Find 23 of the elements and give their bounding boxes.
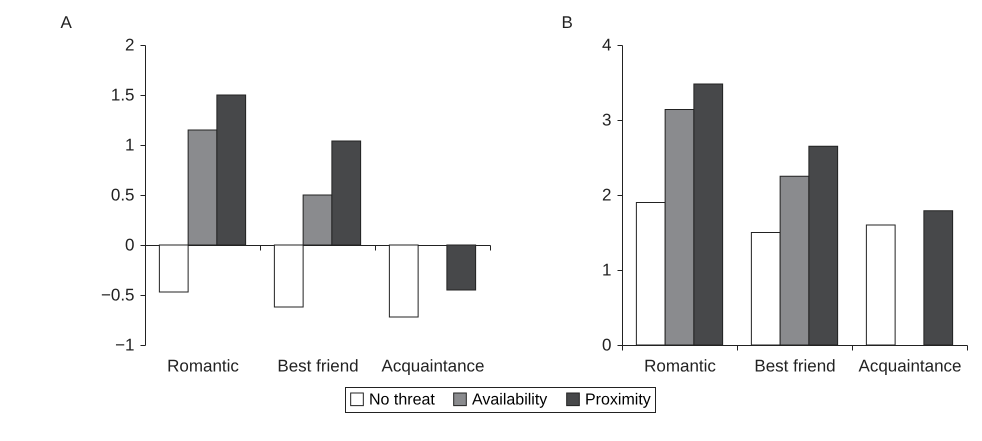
x-tick-label: Romantic [644, 356, 716, 376]
y-tick-label: 4 [602, 36, 612, 54]
y-tick-label: 1 [125, 136, 134, 154]
x-tick-label: Romantic [167, 356, 240, 376]
x-tick-label: Acquaintance [858, 356, 962, 376]
y-tick-label: 2 [125, 36, 134, 54]
y-tick-label: 0 [602, 336, 612, 354]
y-tick-label: −0.5 [100, 286, 134, 304]
x-tick-label: Acquaintance [381, 356, 485, 376]
legend-label: No threat [369, 391, 436, 408]
legend-label: Proximity [585, 391, 651, 408]
y-tick-label: 2 [602, 186, 612, 204]
y-tick-label: 0.5 [110, 186, 134, 204]
y-tick-label: 1.5 [110, 86, 134, 104]
chart-title: B [562, 13, 573, 32]
chart-title: A [60, 13, 72, 32]
y-tick-label: −1 [115, 336, 134, 354]
y-tick-label: 0 [125, 236, 134, 254]
legend-label: Availability [472, 391, 548, 408]
y-tick-label: 3 [602, 110, 612, 130]
y-tick-label: 1 [602, 260, 612, 280]
x-tick-label: Best friend [277, 356, 359, 376]
x-tick-label: Best friend [754, 356, 836, 376]
